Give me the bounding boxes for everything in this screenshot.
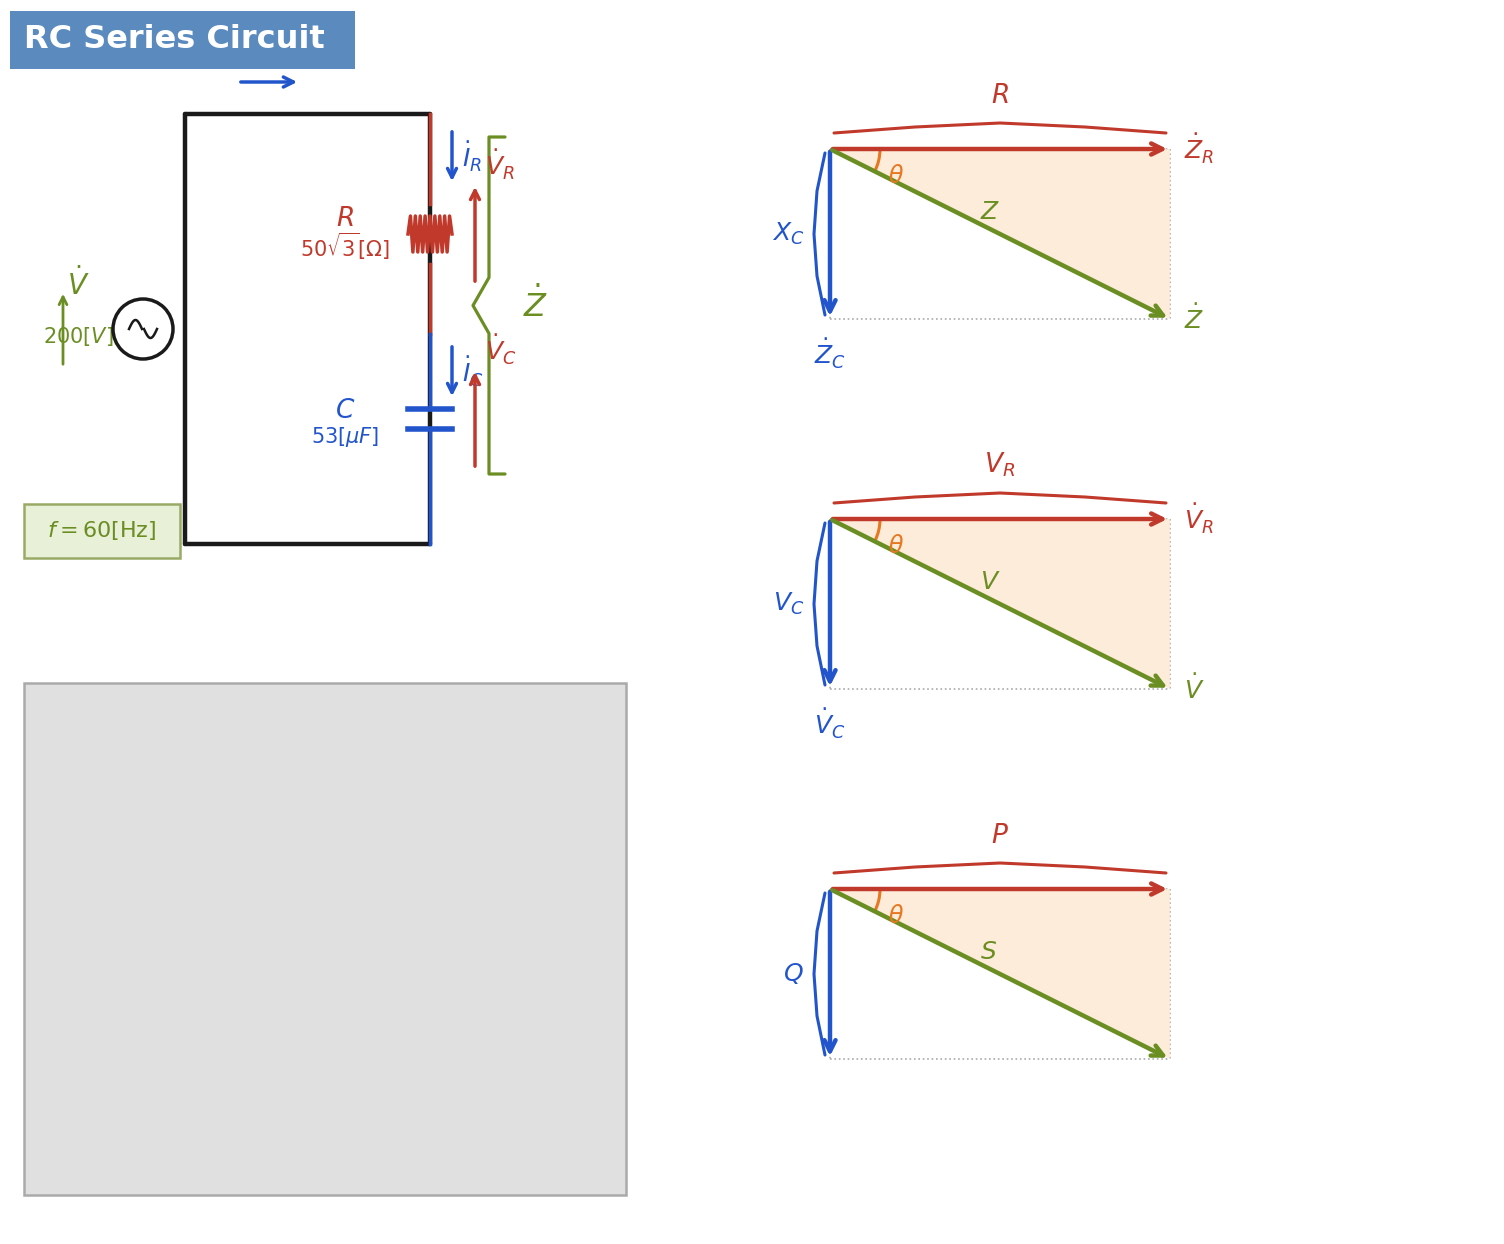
Text: $\dot{I}_R$: $\dot{I}_R$ (462, 139, 483, 174)
Text: $\dot{I}$: $\dot{I}$ (257, 25, 266, 58)
Text: $Q = VI\sin\theta = I_C^{\ 2}X_C$: $Q = VI\sin\theta = I_C^{\ 2}X_C$ (177, 962, 409, 996)
Text: Active
power: Active power (42, 836, 120, 882)
Text: $\dot{Z}$: $\dot{Z}$ (523, 286, 547, 325)
Text: RC Series Circuit: RC Series Circuit (24, 25, 325, 56)
Text: $\theta$: $\theta$ (887, 904, 904, 928)
Text: $\dot{I}_C$: $\dot{I}_C$ (462, 355, 484, 389)
Text: $\dot{Z}$: $\dot{Z}$ (1184, 304, 1205, 333)
Text: $200[V]$: $200[V]$ (42, 325, 113, 348)
Text: $\dot{V}_C$: $\dot{V}_C$ (814, 707, 845, 741)
Text: $S$: $S$ (981, 940, 997, 964)
Text: $\dot{V}_C$: $\dot{V}_C$ (484, 333, 516, 367)
Text: $X_C$: $X_C$ (772, 221, 805, 248)
Text: $\theta$: $\theta$ (887, 164, 904, 188)
Polygon shape (830, 149, 1170, 318)
Text: $= I^2 Z$: $= I^2 Z$ (359, 726, 435, 755)
Text: $P = VI\cos\theta = I_R^{\ 2}R$: $P = VI\cos\theta = I_R^{\ 2}R$ (177, 841, 396, 877)
Text: $Q$: $Q$ (784, 962, 805, 986)
Text: $\dot{V}$: $\dot{V}$ (66, 267, 89, 301)
Text: $= \dfrac{V_C^{\ 2}}{X_C}$: $= \dfrac{V_C^{\ 2}}{X_C}$ (487, 944, 561, 1014)
Text: $Z$: $Z$ (981, 200, 1000, 224)
FancyBboxPatch shape (24, 683, 626, 1195)
Text: $V$: $V$ (981, 570, 1000, 593)
Text: Reactive
power: Reactive power (42, 957, 150, 1001)
Text: $P$: $P$ (991, 824, 1009, 848)
Text: $f = 60[\mathrm{Hz}]$: $f = 60[\mathrm{Hz}]$ (47, 520, 156, 542)
Text: $= \dfrac{V_R^{\ 2}}{R}$: $= \dfrac{V_R^{\ 2}}{R}$ (487, 827, 561, 891)
Text: $\dot{V}_R$: $\dot{V}_R$ (1184, 501, 1214, 536)
Polygon shape (830, 519, 1170, 689)
Text: $\theta$: $\theta$ (887, 534, 904, 559)
Text: $\dot{Z}_R$: $\dot{Z}_R$ (1184, 132, 1214, 167)
Text: $R$: $R$ (991, 83, 1009, 109)
Text: $V_C$: $V_C$ (773, 591, 805, 617)
Polygon shape (830, 889, 1170, 1059)
Text: $\dot{V}_R$: $\dot{V}_R$ (484, 148, 514, 182)
FancyBboxPatch shape (11, 11, 355, 68)
Text: $S = VI$: $S = VI$ (177, 728, 254, 754)
Text: $50\sqrt{3}[\Omega]$: $50\sqrt{3}[\Omega]$ (299, 230, 390, 261)
Text: $53[\mu F]$: $53[\mu F]$ (311, 425, 379, 449)
Text: $\dot{Z}_C$: $\dot{Z}_C$ (814, 337, 847, 371)
Text: $R$: $R$ (335, 207, 353, 231)
Text: $= \dfrac{V^2}{Z}$: $= \dfrac{V^2}{Z}$ (487, 713, 555, 769)
FancyBboxPatch shape (24, 504, 180, 559)
Text: $C$: $C$ (335, 398, 355, 424)
Text: Apparent
power: Apparent power (42, 718, 158, 764)
Text: Power
factor: Power factor (42, 1075, 120, 1120)
Text: $\dot{V}$: $\dot{V}$ (1184, 674, 1205, 704)
Text: $V_R$: $V_R$ (985, 450, 1015, 479)
Text: $\cos\theta = \dfrac{P}{S} = \dfrac{R}{Z} = \dfrac{V_R}{V}$: $\cos\theta = \dfrac{P}{S} = \dfrac{R}{Z… (177, 1069, 415, 1126)
